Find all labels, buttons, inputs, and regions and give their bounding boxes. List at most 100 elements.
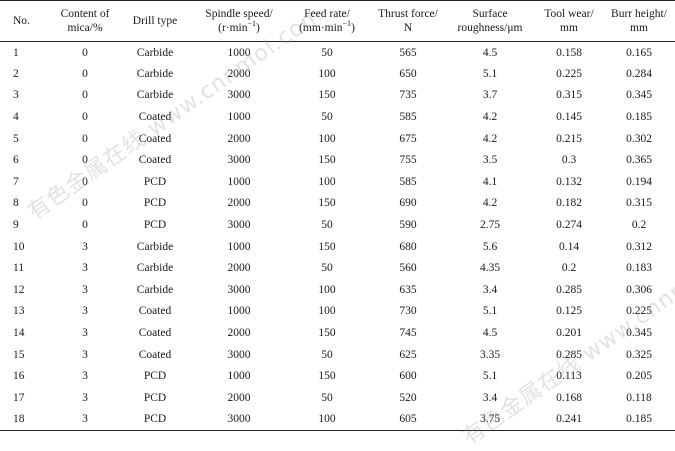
cell-drill-type: PCD — [143, 391, 167, 404]
cell-surface-roughness: 3.35 — [479, 348, 501, 361]
cell-surface-roughness: 4.35 — [479, 262, 501, 275]
header-mica-content: Content of mica/% — [55, 0, 115, 42]
cell-drill-type: Carbide — [136, 262, 174, 275]
cell-thrust-force: 755 — [399, 154, 417, 167]
cell-no: 4 — [13, 111, 19, 124]
header-feed-rate: Feed rate/ (mm·min−1) — [283, 0, 371, 42]
cell-drill-type: Carbide — [136, 240, 174, 253]
cell-surface-roughness: 3.75 — [445, 408, 535, 431]
cell-spindle-speed: 2000 — [227, 132, 251, 145]
cell-mica-content: 3 — [82, 370, 88, 383]
table-row: 11 3 Carbide 2000 50 560 4.35 0.2 0.183 — [0, 257, 675, 279]
cell-no: 15 — [13, 348, 25, 361]
cell-spindle-speed: 1000 — [227, 240, 251, 253]
cell-thrust-force: 585 — [399, 175, 417, 188]
cell-drill-type: Coated — [138, 327, 172, 340]
cell-feed-rate: 150 — [318, 154, 336, 167]
cell-spindle-speed: 3000 — [195, 408, 283, 431]
cell-tool-wear: 0.125 — [556, 305, 582, 318]
table-header-row: No. Content of mica/% Drill type Spindle… — [0, 0, 675, 42]
cell-drill-type: Coated — [138, 111, 172, 124]
cell-mica-content: 0 — [82, 89, 88, 102]
cell-surface-roughness: 5.1 — [482, 67, 498, 80]
cell-drill-type: PCD — [143, 175, 167, 188]
cell-surface-roughness: 4.2 — [482, 197, 498, 210]
header-wear-line2: mm — [560, 22, 578, 34]
cell-spindle-speed: 3000 — [227, 348, 251, 361]
table-row: 17 3 PCD 2000 50 520 3.4 0.168 0.118 — [0, 387, 675, 409]
cell-surface-roughness: 5.6 — [482, 240, 498, 253]
cell-tool-wear: 0.315 — [556, 89, 582, 102]
cell-drill-type: Carbide — [136, 46, 174, 59]
cell-thrust-force: 520 — [399, 391, 417, 404]
cell-feed-rate: 50 — [321, 348, 333, 361]
cell-thrust-force: 650 — [399, 67, 417, 80]
table-row: 5 0 Coated 2000 100 675 4.2 0.215 0.302 — [0, 128, 675, 150]
cell-tool-wear: 0.3 — [561, 154, 577, 167]
cell-tool-wear: 0.241 — [535, 408, 603, 431]
cell-mica-content: 0 — [82, 46, 88, 59]
cell-no: 8 — [13, 197, 19, 210]
cell-mica-content: 0 — [82, 219, 88, 232]
cell-mica-content: 0 — [82, 154, 88, 167]
cell-feed-rate: 50 — [321, 46, 333, 59]
cell-burr-height: 0.345 — [626, 327, 652, 340]
cell-tool-wear: 0.168 — [556, 391, 582, 404]
table-row: 6 0 Coated 3000 150 755 3.5 0.3 0.365 — [0, 149, 675, 171]
cell-feed-rate: 100 — [318, 305, 336, 318]
cell-feed-rate: 150 — [318, 197, 336, 210]
table-body: 1 0 Carbide 1000 50 565 4.5 0.158 0.165 2 0 Carbide… — [0, 42, 675, 431]
cell-tool-wear: 0.201 — [556, 327, 582, 340]
cell-surface-roughness: 4.5 — [482, 327, 498, 340]
cell-burr-height: 0.284 — [626, 67, 652, 80]
cell-thrust-force: 590 — [399, 219, 417, 232]
cell-mica-content: 0 — [82, 67, 88, 80]
header-burr-line2: mm — [630, 22, 648, 34]
header-no: No. — [0, 0, 55, 42]
header-feed-line2: (mm·min — [299, 22, 343, 34]
header-burr-height: Burr height/ mm — [603, 0, 675, 42]
cell-burr-height: 0.325 — [626, 348, 652, 361]
cell-thrust-force: 690 — [399, 197, 417, 210]
cell-thrust-force: 605 — [371, 408, 445, 431]
cell-thrust-force: 565 — [399, 46, 417, 59]
cell-thrust-force: 735 — [399, 89, 417, 102]
cell-mica-content: 0 — [82, 175, 88, 188]
cell-surface-roughness: 4.5 — [482, 46, 498, 59]
cell-tool-wear: 0.182 — [556, 197, 582, 210]
cell-no: 11 — [13, 262, 25, 275]
cell-burr-height: 0.185 — [626, 111, 652, 124]
cell-tool-wear: 0.145 — [556, 111, 582, 124]
cell-no: 6 — [13, 154, 19, 167]
cell-spindle-speed: 1000 — [227, 305, 251, 318]
cell-thrust-force: 600 — [399, 370, 417, 383]
cell-drill-type: Coated — [138, 154, 172, 167]
cell-thrust-force: 730 — [399, 305, 417, 318]
cell-spindle-speed: 1000 — [227, 175, 251, 188]
header-no-label: No. — [13, 15, 30, 27]
cell-spindle-speed: 2000 — [227, 391, 251, 404]
cell-burr-height: 0.315 — [626, 197, 652, 210]
header-thrust-force: Thrust force/ N — [371, 0, 445, 42]
cell-mica-content: 0 — [82, 111, 88, 124]
cell-mica-content: 3 — [82, 391, 88, 404]
cell-burr-height: 0.183 — [626, 262, 652, 275]
header-tool-wear: Tool wear/ mm — [535, 0, 603, 42]
cell-spindle-speed: 2000 — [227, 262, 251, 275]
cell-surface-roughness: 3.5 — [482, 154, 498, 167]
cell-drill-type: PCD — [115, 408, 195, 431]
cell-tool-wear: 0.14 — [558, 240, 580, 253]
cell-no: 12 — [13, 283, 25, 296]
table-row: 10 3 Carbide 1000 150 680 5.6 0.14 0.312 — [0, 236, 675, 258]
cell-tool-wear: 0.274 — [556, 219, 582, 232]
cell-feed-rate: 150 — [318, 327, 336, 340]
cell-thrust-force: 675 — [399, 132, 417, 145]
cell-tool-wear: 0.158 — [556, 46, 582, 59]
cell-no: 3 — [13, 89, 19, 102]
cell-burr-height: 0.302 — [626, 132, 652, 145]
header-surface-roughness: Surface roughness/μm — [445, 0, 535, 42]
cell-burr-height: 0.225 — [626, 305, 652, 318]
table-row: 12 3 Carbide 3000 100 635 3.4 0.285 0.306 — [0, 279, 675, 301]
cell-feed-rate: 150 — [318, 370, 336, 383]
header-wear-line1: Tool wear/ — [544, 8, 594, 20]
